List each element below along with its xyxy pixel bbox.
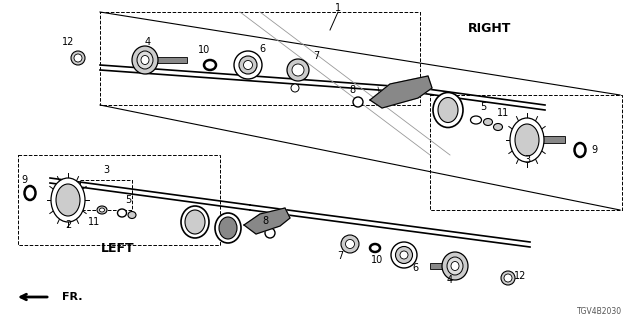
Ellipse shape bbox=[451, 261, 459, 270]
Ellipse shape bbox=[346, 239, 355, 249]
Ellipse shape bbox=[396, 246, 413, 263]
Ellipse shape bbox=[493, 124, 502, 131]
Text: 10: 10 bbox=[371, 255, 383, 265]
Ellipse shape bbox=[391, 242, 417, 268]
Ellipse shape bbox=[510, 118, 544, 162]
Text: 5: 5 bbox=[125, 195, 131, 205]
Ellipse shape bbox=[56, 184, 80, 216]
Ellipse shape bbox=[442, 252, 468, 280]
Ellipse shape bbox=[265, 228, 275, 238]
Text: 11: 11 bbox=[497, 108, 509, 118]
Text: 6: 6 bbox=[259, 44, 265, 54]
Ellipse shape bbox=[353, 97, 363, 107]
Ellipse shape bbox=[51, 178, 85, 222]
Ellipse shape bbox=[215, 213, 241, 243]
Text: LEFT: LEFT bbox=[101, 242, 135, 254]
Ellipse shape bbox=[137, 51, 153, 69]
Bar bbox=[430, 95, 622, 210]
Text: FR.: FR. bbox=[62, 292, 83, 302]
Ellipse shape bbox=[234, 51, 262, 79]
Text: 5: 5 bbox=[480, 102, 486, 112]
Bar bbox=[155, 57, 187, 63]
Ellipse shape bbox=[219, 217, 237, 239]
Ellipse shape bbox=[71, 51, 85, 65]
Ellipse shape bbox=[243, 60, 253, 69]
Text: 6: 6 bbox=[412, 263, 418, 273]
Text: 4: 4 bbox=[447, 275, 453, 285]
Ellipse shape bbox=[99, 208, 104, 212]
Text: 7: 7 bbox=[313, 51, 319, 61]
Ellipse shape bbox=[341, 235, 359, 253]
Text: 8: 8 bbox=[349, 85, 355, 95]
Ellipse shape bbox=[438, 98, 458, 123]
Text: 3: 3 bbox=[524, 155, 530, 165]
Bar bbox=[430, 263, 458, 269]
Ellipse shape bbox=[74, 54, 82, 62]
Ellipse shape bbox=[433, 92, 463, 127]
Text: 9: 9 bbox=[21, 175, 27, 185]
Ellipse shape bbox=[501, 271, 515, 285]
Ellipse shape bbox=[239, 56, 257, 74]
Ellipse shape bbox=[128, 212, 136, 219]
Ellipse shape bbox=[287, 59, 309, 81]
Text: 11: 11 bbox=[88, 217, 100, 227]
Ellipse shape bbox=[483, 118, 493, 125]
Text: RIGHT: RIGHT bbox=[468, 21, 512, 35]
Ellipse shape bbox=[97, 206, 107, 214]
Text: TGV4B2030: TGV4B2030 bbox=[577, 308, 623, 316]
Ellipse shape bbox=[447, 257, 463, 275]
Text: 12: 12 bbox=[514, 271, 526, 281]
Ellipse shape bbox=[185, 210, 205, 234]
Ellipse shape bbox=[291, 84, 299, 92]
Text: 9: 9 bbox=[591, 145, 597, 155]
Ellipse shape bbox=[515, 124, 539, 156]
Ellipse shape bbox=[470, 116, 481, 124]
Ellipse shape bbox=[118, 209, 127, 217]
Text: 7: 7 bbox=[337, 251, 343, 261]
Text: 4: 4 bbox=[145, 37, 151, 47]
Ellipse shape bbox=[181, 206, 209, 238]
Ellipse shape bbox=[400, 251, 408, 259]
Text: 1: 1 bbox=[335, 3, 341, 13]
Bar bbox=[540, 136, 565, 143]
Polygon shape bbox=[244, 208, 290, 234]
Ellipse shape bbox=[141, 55, 149, 65]
Text: 12: 12 bbox=[62, 37, 74, 47]
Bar bbox=[18, 155, 220, 245]
Polygon shape bbox=[370, 76, 432, 108]
Text: 10: 10 bbox=[198, 45, 210, 55]
Text: 8: 8 bbox=[262, 216, 268, 226]
Ellipse shape bbox=[132, 46, 158, 74]
Text: 3: 3 bbox=[103, 165, 109, 175]
Bar bbox=[80, 180, 132, 210]
Ellipse shape bbox=[292, 64, 304, 76]
Ellipse shape bbox=[504, 274, 512, 282]
Bar bbox=[100, 12, 420, 105]
Text: 2: 2 bbox=[65, 220, 71, 230]
